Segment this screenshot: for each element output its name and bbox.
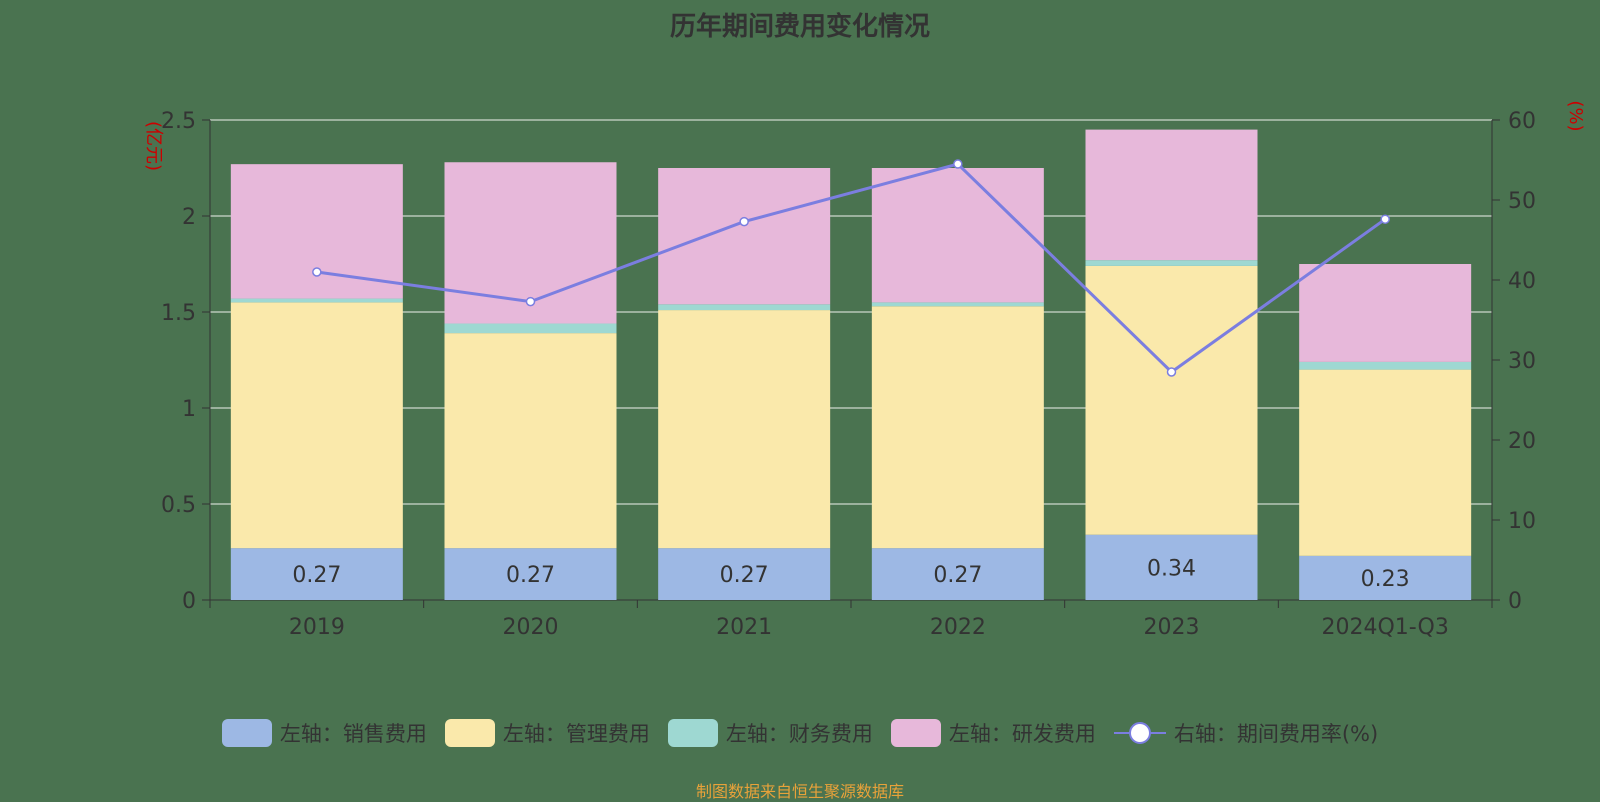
line-series-path bbox=[316, 162, 1387, 374]
data-label: 0.27 bbox=[506, 563, 555, 588]
bar-segment-2 bbox=[230, 298, 403, 303]
legend: 左轴：销售费用 左轴：管理费用 左轴：财务费用 左轴：研发费用 右轴：期间费用率(%) bbox=[0, 718, 1600, 748]
bar-segment-0 bbox=[1299, 555, 1472, 600]
x-tick-label: 2022 bbox=[930, 615, 986, 640]
legend-item: 左轴：销售费用 bbox=[221, 718, 427, 748]
legend-swatch bbox=[890, 719, 941, 747]
y-left-tick-label: 2 bbox=[182, 205, 196, 230]
line-point bbox=[1166, 367, 1177, 377]
line-point bbox=[1380, 214, 1390, 224]
bar-segment-0 bbox=[444, 548, 617, 600]
line-point bbox=[739, 216, 749, 227]
legend-item: 左轴：财务费用 bbox=[667, 718, 873, 748]
x-tick-label: 2024Q1-Q3 bbox=[1321, 615, 1448, 640]
y-right-tick-label: 60 bbox=[1508, 109, 1536, 134]
y-right-tick-label: 0 bbox=[1508, 589, 1522, 614]
y-right-axis-label: (%) bbox=[1565, 100, 1586, 131]
x-tick-label: 2021 bbox=[716, 615, 772, 640]
bar-segment-1 bbox=[658, 310, 831, 549]
bar-segment-3 bbox=[658, 168, 831, 305]
bar-segment-2 bbox=[1299, 361, 1472, 370]
data-label: 0.27 bbox=[933, 563, 982, 588]
bar-segment-3 bbox=[230, 164, 403, 299]
bar-segment-1 bbox=[1299, 369, 1472, 556]
chart-title: 历年期间费用变化情况 bbox=[669, 12, 930, 42]
x-tick-label: 2020 bbox=[503, 615, 559, 640]
x-tick-label: 2019 bbox=[289, 615, 345, 640]
bar-segment-1 bbox=[1085, 265, 1258, 535]
bar-segment-0 bbox=[871, 548, 1044, 600]
y-right-tick-label: 10 bbox=[1508, 509, 1536, 534]
bar-segment-2 bbox=[658, 304, 831, 311]
y-left-axis-label: (亿元) bbox=[143, 121, 164, 171]
bar-segment-2 bbox=[444, 323, 617, 334]
data-label: 0.27 bbox=[720, 563, 769, 588]
data-label: 0.23 bbox=[1361, 567, 1410, 592]
legend-label: 左轴：管理费用 bbox=[502, 722, 650, 746]
legend-item: 右轴：期间费用率(%) bbox=[1113, 718, 1379, 748]
y-left-tick-label: 1.5 bbox=[161, 301, 196, 326]
bar-segment-1 bbox=[444, 333, 617, 549]
bar-segment-0 bbox=[230, 548, 403, 600]
legend-label: 左轴：销售费用 bbox=[279, 722, 427, 746]
line-point bbox=[312, 267, 322, 277]
bar-segment-3 bbox=[1085, 129, 1258, 261]
legend-item: 左轴：研发费用 bbox=[890, 718, 1096, 748]
bar-segment-3 bbox=[444, 162, 617, 324]
y-right-tick-label: 30 bbox=[1508, 349, 1536, 374]
legend-label: 左轴：研发费用 bbox=[948, 722, 1096, 746]
y-right-tick-label: 40 bbox=[1508, 269, 1536, 294]
bar-segment-1 bbox=[871, 306, 1044, 549]
y-right-tick-label: 50 bbox=[1508, 189, 1536, 214]
legend-swatch bbox=[444, 719, 495, 747]
y-left-tick-label: 2.5 bbox=[161, 109, 196, 134]
bar-segment-2 bbox=[871, 302, 1044, 307]
y-right-tick-label: 20 bbox=[1508, 429, 1536, 454]
bar-segment-0 bbox=[658, 548, 831, 600]
bar-segment-3 bbox=[871, 168, 1044, 303]
line-point bbox=[525, 296, 536, 307]
data-label: 0.34 bbox=[1147, 556, 1196, 581]
legend-swatch bbox=[221, 719, 272, 747]
bar-segment-0 bbox=[1085, 534, 1258, 600]
legend-swatch bbox=[1113, 719, 1166, 747]
y-left-tick-label: 0 bbox=[182, 589, 196, 614]
source-note: 制图数据来自恒生聚源数据库 bbox=[695, 782, 904, 801]
legend-label: 右轴：期间费用率(%) bbox=[1173, 722, 1379, 746]
bar-segment-3 bbox=[1299, 264, 1472, 362]
y-left-tick-label: 1 bbox=[182, 397, 196, 422]
line-point bbox=[953, 159, 963, 169]
bar-segment-2 bbox=[1085, 260, 1258, 266]
data-label: 0.27 bbox=[292, 563, 341, 588]
x-tick-label: 2023 bbox=[1144, 615, 1200, 640]
bar-segment-1 bbox=[230, 302, 403, 549]
y-left-tick-label: 0.5 bbox=[161, 493, 196, 518]
legend-label: 左轴：财务费用 bbox=[725, 722, 873, 746]
legend-item: 左轴：管理费用 bbox=[444, 718, 650, 748]
legend-swatch bbox=[667, 719, 718, 747]
